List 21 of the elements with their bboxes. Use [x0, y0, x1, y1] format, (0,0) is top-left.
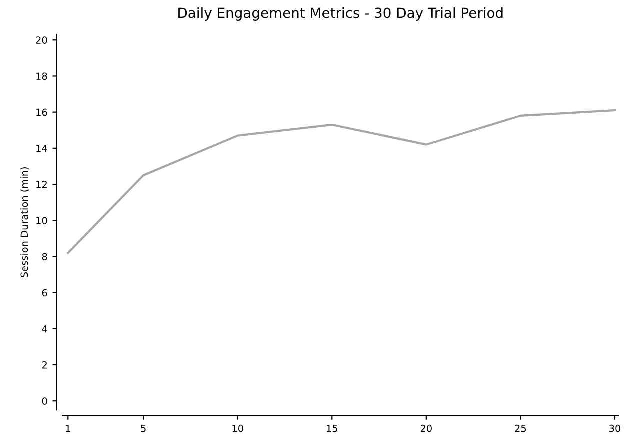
- y-axis-title: Session Duration (min): [20, 168, 30, 278]
- x-tick-label: 25: [515, 424, 526, 432]
- x-tick-label: 30: [610, 424, 621, 432]
- x-tick-label: 20: [420, 424, 432, 432]
- x-tick-label: 10: [232, 424, 244, 432]
- chart-title: Daily Engagement Metrics - 30 Day Trial Period: [178, 8, 503, 21]
- y-tick-label: 2: [42, 361, 47, 369]
- y-tick-label: 16: [36, 108, 48, 116]
- y-tick-label: 0: [42, 398, 48, 405]
- line-series: [67, 109, 616, 254]
- y-tick-label: 8: [42, 253, 48, 261]
- y-tick-label: 4: [42, 326, 48, 333]
- x-tick-label: 5: [141, 425, 146, 432]
- x-tick-label: 15: [327, 425, 338, 432]
- y-tick-label: 12: [36, 181, 47, 188]
- y-tick-label: 18: [36, 72, 48, 80]
- y-tick-label: 14: [36, 145, 48, 152]
- y-tick-label: 6: [42, 289, 48, 297]
- y-tick-label: 10: [36, 217, 48, 224]
- x-tick-label: 1: [66, 425, 70, 432]
- y-tick-label: 20: [36, 36, 48, 44]
